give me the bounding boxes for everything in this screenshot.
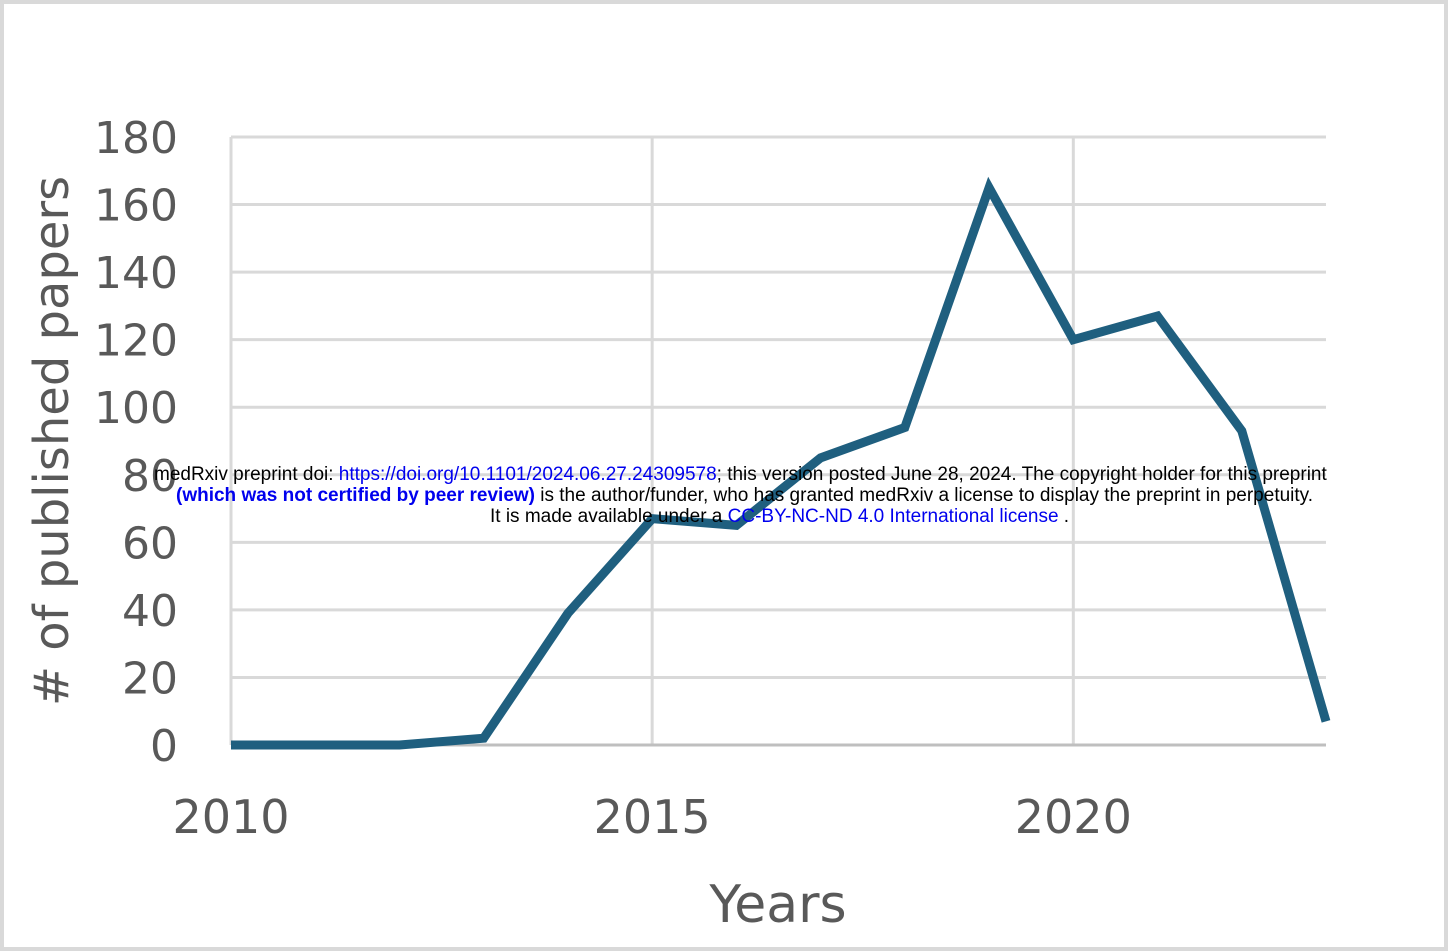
- y-tick-label: 160: [94, 181, 178, 232]
- watermark-available-text: It is made available under a: [490, 506, 728, 527]
- y-tick-label: 120: [94, 316, 178, 367]
- x-tick-label: 2010: [172, 790, 289, 844]
- y-tick-labels: 0 20 40 60 80 100 120 140 160 180: [94, 113, 178, 772]
- y-tick-label: 40: [122, 586, 178, 637]
- watermark-license-text: is the author/funder, who has granted me…: [535, 485, 1314, 506]
- y-tick-label: 140: [94, 248, 178, 299]
- series-lines: [230, 176, 1331, 750]
- watermark-peer-review-note: (which was not certified by peer review): [176, 485, 535, 506]
- y-tick-label: 80: [122, 451, 178, 502]
- x-axis-title: Years: [708, 875, 846, 935]
- watermark-doi-prefix: medRxiv preprint doi:: [154, 464, 339, 485]
- watermark-line-1: medRxiv preprint doi: https://doi.org/10…: [154, 464, 1327, 485]
- watermark-license-suffix: .: [1058, 506, 1070, 527]
- y-tick-label: 20: [122, 653, 178, 704]
- watermark-posted-text: ; this version posted June 28, 2024. The…: [716, 464, 1327, 485]
- y-tick-label: 100: [94, 383, 178, 434]
- watermark-line-3: It is made available under a CC-BY-NC-ND…: [490, 506, 1069, 527]
- x-tick-labels: 2010 2015 2020: [172, 790, 1131, 844]
- y-tick-label: 180: [94, 113, 178, 164]
- watermark-license-link[interactable]: CC-BY-NC-ND 4.0 International license: [727, 506, 1059, 527]
- y-tick-label: 60: [122, 518, 178, 569]
- watermark-line-2: (which was not certified by peer review)…: [176, 485, 1313, 506]
- x-tick-label: 2020: [1015, 790, 1132, 844]
- series-line: [231, 176, 1331, 750]
- grid-lines: [229, 135, 1326, 747]
- y-axis-title: # of published papers: [24, 176, 80, 706]
- preprint-watermark: medRxiv preprint doi: https://doi.org/10…: [0, 464, 1448, 534]
- watermark-doi-link[interactable]: https://doi.org/10.1101/2024.06.27.24309…: [338, 464, 717, 485]
- x-tick-label: 2015: [594, 790, 711, 844]
- y-tick-label: 0: [150, 721, 178, 772]
